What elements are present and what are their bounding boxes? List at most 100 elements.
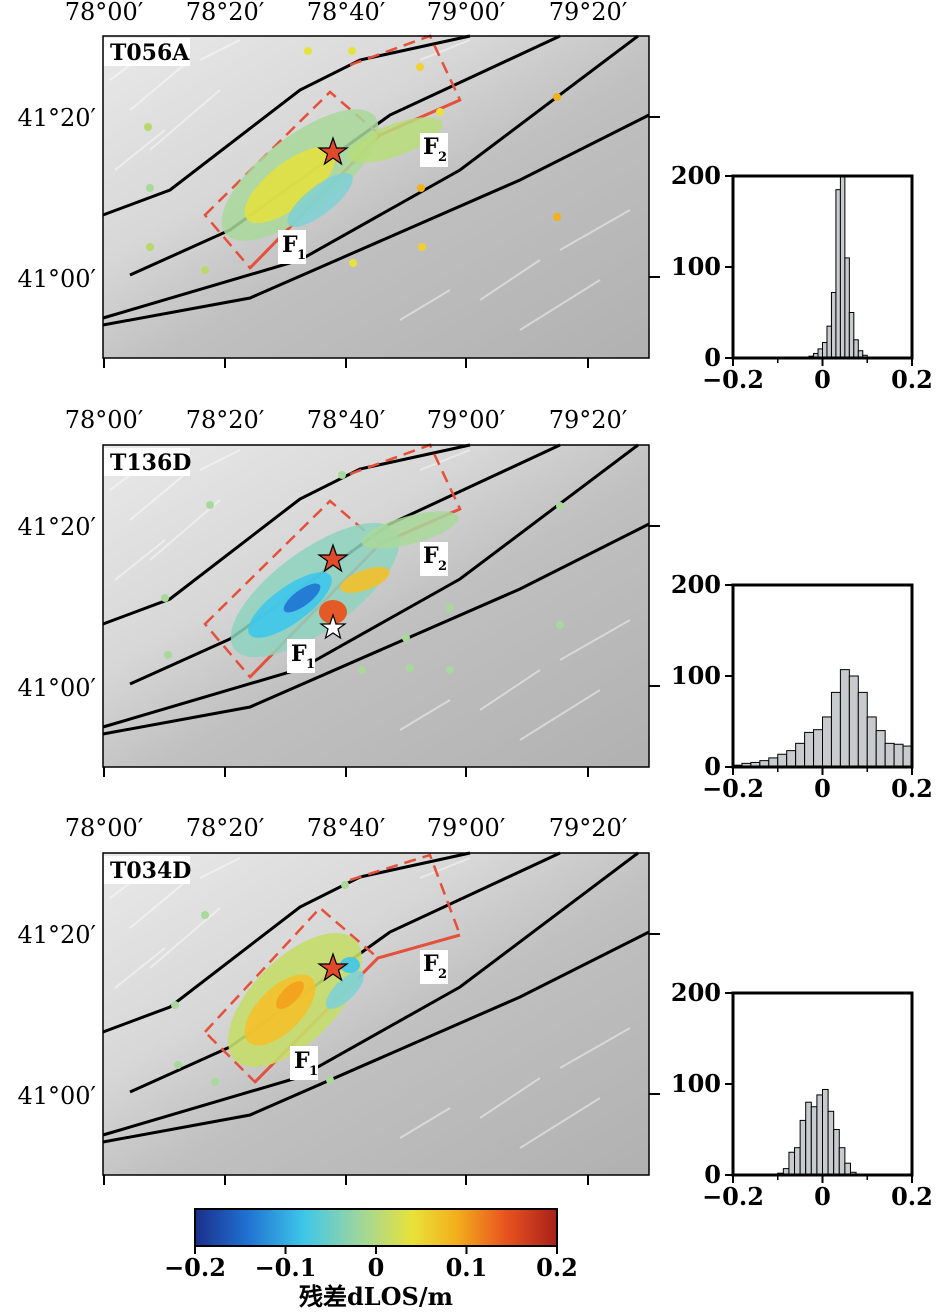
x-tick-label: 0.2 bbox=[891, 1182, 933, 1211]
lon-tick-labels: 78°00′ 78°20′ 78°40′ 79°00′ 79°20′ bbox=[65, 0, 628, 26]
histogram-bar bbox=[857, 691, 868, 768]
svg-text:F: F bbox=[423, 543, 439, 569]
fault-label-f1: F 1 bbox=[287, 639, 315, 673]
histogram-bar bbox=[794, 1147, 801, 1176]
histogram-bar bbox=[788, 1151, 796, 1176]
map-frame bbox=[102, 852, 650, 1176]
histogram-bar bbox=[884, 742, 895, 768]
map-frame bbox=[102, 444, 650, 768]
histogram-bar bbox=[875, 730, 886, 768]
svg-text:2: 2 bbox=[438, 559, 447, 574]
colorbar-tick-labels: −0.2 −0.1 0 0.1 0.2 bbox=[164, 1253, 578, 1282]
histogram-bar bbox=[866, 716, 877, 768]
fault-label-f2: F 2 bbox=[420, 950, 448, 984]
histogram-bar bbox=[799, 1119, 807, 1176]
svg-text:F: F bbox=[294, 1048, 310, 1074]
y-tick-label: 100 bbox=[671, 252, 721, 281]
lat-tick-label: 41°20′ bbox=[17, 921, 96, 949]
lon-tick-label: 78°00′ bbox=[65, 406, 144, 434]
lat-tick-label: 41°20′ bbox=[17, 104, 96, 132]
fault-label-f2: F 2 bbox=[420, 133, 448, 167]
lon-tick-label: 79°20′ bbox=[549, 406, 628, 434]
lat-tick-label: 41°00′ bbox=[17, 265, 96, 293]
x-tick-label: −0.2 bbox=[702, 774, 764, 803]
map-ticks bbox=[103, 933, 660, 1185]
map-ticks bbox=[103, 525, 660, 777]
svg-text:1: 1 bbox=[309, 1064, 318, 1079]
svg-text:1: 1 bbox=[297, 248, 306, 263]
histogram-bar bbox=[804, 731, 815, 768]
lon-tick-label: 78°20′ bbox=[186, 406, 265, 434]
lon-tick-label: 79°00′ bbox=[427, 0, 506, 26]
x-tick-label: −0.2 bbox=[702, 365, 764, 394]
histogram-bar bbox=[795, 742, 806, 768]
lon-tick-label: 78°40′ bbox=[307, 406, 386, 434]
histogram-bar bbox=[830, 291, 837, 359]
histogram-bar bbox=[839, 669, 850, 768]
lat-tick-labels: 41°20′ 41°00′ bbox=[17, 104, 96, 293]
svg-text:F: F bbox=[291, 641, 307, 667]
x-tick-label: −0.2 bbox=[702, 1182, 764, 1211]
y-tick-label: 200 bbox=[671, 570, 721, 599]
colorbar-gradient bbox=[194, 1208, 558, 1247]
histogram-bar bbox=[822, 716, 832, 768]
track-label: T056A bbox=[110, 40, 190, 66]
secondary-star-icon bbox=[319, 613, 347, 640]
histogram-bar bbox=[813, 729, 823, 768]
residual-points bbox=[144, 47, 561, 274]
y-tick-label: 200 bbox=[671, 978, 721, 1007]
colorbar-ticks bbox=[194, 1246, 558, 1254]
svg-text:F: F bbox=[282, 232, 298, 258]
histogram-bar bbox=[816, 1094, 823, 1176]
map-frame bbox=[102, 35, 650, 359]
y-tick-label: 0 bbox=[704, 343, 721, 372]
lon-tick-labels: 78°00′ 78°20′ 78°40′ 79°00′ 79°20′ bbox=[65, 814, 628, 842]
track-label: T034D bbox=[110, 858, 191, 884]
lon-tick-label: 78°20′ bbox=[186, 0, 265, 26]
histogram-bar bbox=[805, 1101, 812, 1176]
svg-text:2: 2 bbox=[438, 150, 447, 165]
histogram-bar bbox=[838, 1147, 846, 1176]
x-tick-label: 0.2 bbox=[891, 365, 933, 394]
x-tick-label: 0 bbox=[814, 365, 831, 394]
epicenter-star-icon bbox=[317, 543, 349, 573]
colorbar: −0.2 −0.1 0 0.1 0.2 残差dLOS/m bbox=[164, 1208, 578, 1311]
y-tick-label: 100 bbox=[671, 1069, 721, 1098]
y-tick-label: 200 bbox=[671, 161, 721, 190]
x-tick-label: 0 bbox=[814, 774, 831, 803]
histogram-bar bbox=[826, 325, 832, 359]
histogram-bar bbox=[822, 342, 828, 359]
svg-text:F: F bbox=[423, 951, 439, 977]
histogram-bar bbox=[833, 1129, 840, 1176]
residual-points bbox=[161, 471, 564, 674]
lon-tick-label: 79°00′ bbox=[427, 406, 506, 434]
histogram-bar bbox=[827, 1110, 835, 1176]
histogram-bar bbox=[839, 175, 846, 359]
histogram-bar bbox=[810, 1106, 818, 1176]
colorbar-label: 残差dLOS/m bbox=[299, 1282, 453, 1311]
histogram-bar bbox=[853, 339, 859, 359]
lon-tick-label: 79°20′ bbox=[549, 814, 628, 842]
colorbar-tick-label: 0 bbox=[368, 1253, 385, 1282]
histogram-bar bbox=[835, 189, 841, 359]
colorbar-tick-label: 0.1 bbox=[446, 1253, 488, 1282]
lon-tick-labels: 78°00′ 78°20′ 78°40′ 79°00′ 79°20′ bbox=[65, 406, 628, 434]
colorbar-tick-label: −0.2 bbox=[164, 1253, 226, 1282]
colorbar-tick-label: −0.1 bbox=[255, 1253, 317, 1282]
lat-tick-labels: 41°20′ 41°00′ bbox=[17, 921, 96, 1110]
lat-tick-label: 41°00′ bbox=[17, 1082, 96, 1110]
fault-label-f1: F 1 bbox=[290, 1046, 318, 1080]
map-panel-1: 78°00′ 78°20′ 78°40′ 79°00′ 79°20′ bbox=[17, 0, 660, 368]
lat-tick-label: 41°00′ bbox=[17, 674, 96, 702]
lon-tick-label: 78°00′ bbox=[65, 0, 144, 26]
svg-text:F: F bbox=[423, 134, 439, 160]
histogram-bar bbox=[844, 1162, 851, 1176]
lon-tick-label: 79°20′ bbox=[549, 0, 628, 26]
lon-tick-label: 78°40′ bbox=[307, 0, 386, 26]
map-panel-3: 78°00′ 78°20′ 78°40′ 79°00′ 79°20′ bbox=[17, 814, 660, 1185]
epicenter-star-icon bbox=[317, 952, 349, 982]
